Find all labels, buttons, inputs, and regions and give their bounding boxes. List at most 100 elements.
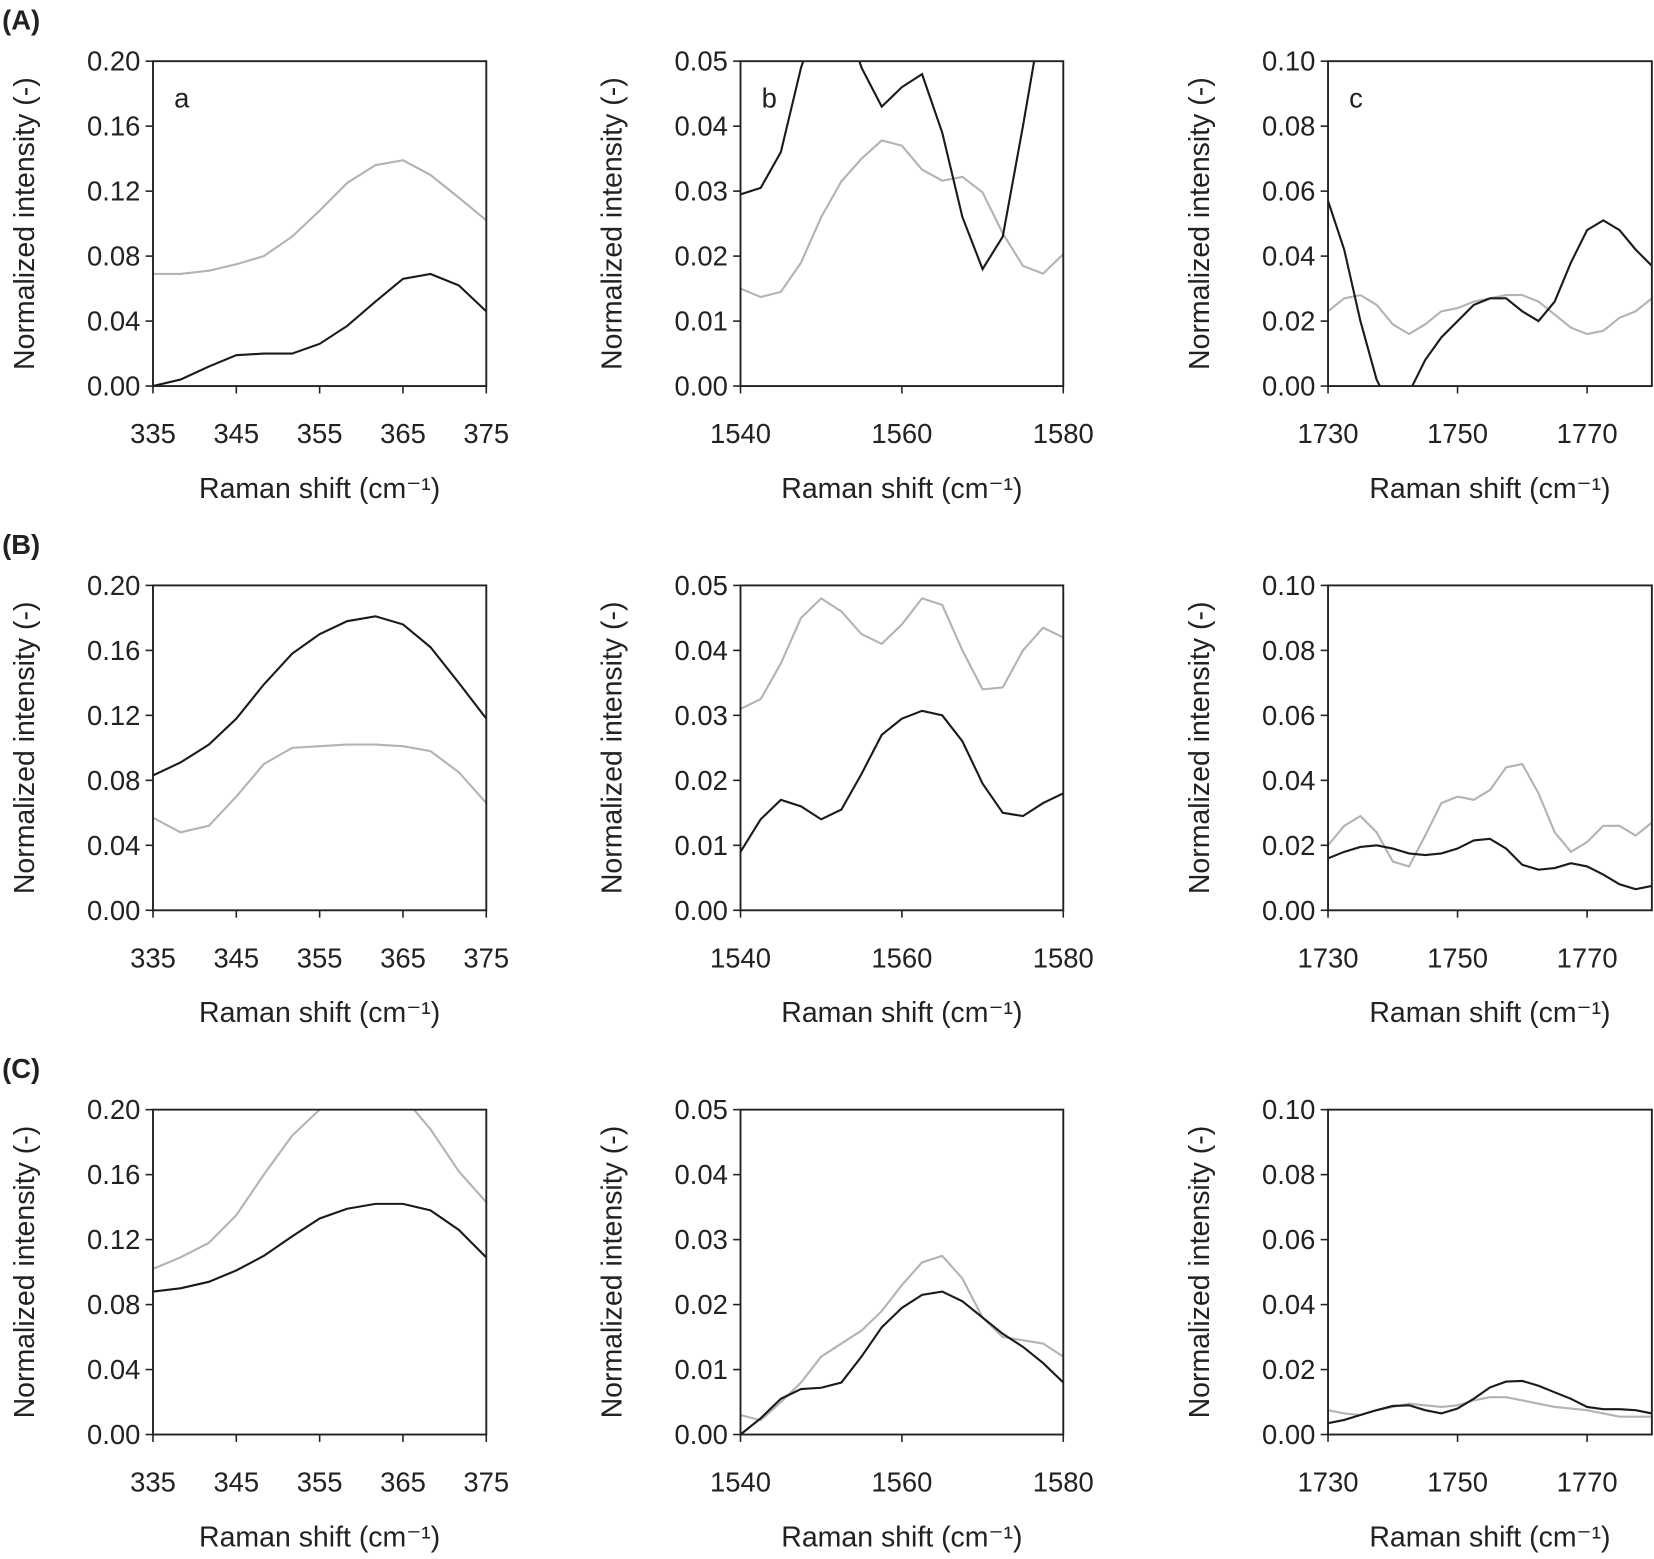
x-tick-label: 1770	[1557, 1466, 1618, 1497]
x-tick-label: 355	[297, 418, 343, 449]
x-tick-label: 1560	[871, 418, 932, 449]
x-tick-label: 335	[130, 418, 176, 449]
y-tick-label: 0.01	[675, 306, 728, 337]
y-tick-label: 0.01	[675, 830, 728, 861]
y-tick-label: 0.16	[87, 635, 140, 666]
x-tick-label: 1730	[1298, 1466, 1359, 1497]
row-label: (A)	[2, 5, 40, 36]
x-tick-label: 345	[213, 942, 259, 973]
x-tick-label: 345	[213, 418, 259, 449]
y-tick-label: 0.02	[675, 1289, 728, 1320]
y-tick-label: 0.02	[1262, 830, 1315, 861]
x-tick-label: 1560	[871, 942, 932, 973]
series-line	[152, 272, 487, 387]
x-axis-label: Raman shift (cm⁻¹)	[199, 997, 440, 1029]
plot-frame	[1327, 584, 1653, 912]
y-tick-label: 0.00	[1262, 1419, 1315, 1450]
plot-frame	[739, 584, 1065, 912]
y-tick-label: 0.12	[87, 176, 140, 207]
x-tick-label: 1730	[1298, 942, 1359, 973]
y-axis-label: Normalized intensity (-)	[9, 77, 41, 370]
y-tick-label: 0.04	[1262, 241, 1315, 272]
y-tick-label: 0.12	[87, 700, 140, 731]
y-tick-label: 0.04	[1262, 1289, 1315, 1320]
panel-letter: c	[1349, 83, 1363, 114]
y-tick-label: 0.10	[1262, 570, 1315, 601]
x-tick-label: 1560	[871, 1466, 932, 1497]
x-tick-label: 1540	[710, 418, 771, 449]
x-tick-label: 335	[130, 942, 176, 973]
plot-frame	[152, 60, 488, 388]
x-axis-label: Raman shift (cm⁻¹)	[781, 1521, 1022, 1553]
y-tick-label: 0.20	[87, 46, 140, 77]
x-tick-label: 1540	[710, 942, 771, 973]
y-tick-label: 0.00	[1262, 895, 1315, 926]
y-tick-label: 0.02	[675, 241, 728, 272]
plot-frame	[739, 60, 1065, 388]
row-label: (B)	[2, 529, 40, 560]
y-axis-label: Normalized intensity (-)	[596, 602, 628, 895]
x-tick-label: 1750	[1427, 1466, 1488, 1497]
y-tick-label: 0.00	[675, 1419, 728, 1450]
y-tick-label: 0.05	[675, 1094, 728, 1125]
x-tick-label: 365	[380, 942, 426, 973]
series-line	[152, 1109, 487, 1270]
x-axis-label: Raman shift (cm⁻¹)	[1369, 473, 1610, 505]
y-axis-label: Normalized intensity (-)	[1184, 1126, 1216, 1419]
y-axis-label: Normalized intensity (-)	[596, 77, 628, 370]
y-axis-label: Normalized intensity (-)	[596, 1126, 628, 1419]
x-tick-label: 375	[463, 418, 509, 449]
panel-letter: a	[174, 83, 190, 114]
x-tick-label: 1770	[1557, 942, 1618, 973]
series-line	[152, 615, 487, 777]
y-tick-label: 0.02	[1262, 306, 1315, 337]
x-tick-label: 335	[130, 1466, 176, 1497]
x-tick-label: 1770	[1557, 418, 1618, 449]
series-line	[1328, 1379, 1652, 1425]
x-tick-label: 355	[297, 1466, 343, 1497]
series-line	[740, 139, 1064, 299]
x-tick-label: 1730	[1298, 418, 1359, 449]
series-line	[740, 709, 1064, 853]
y-tick-label: 0.00	[675, 895, 728, 926]
y-tick-label: 0.02	[1262, 1354, 1315, 1385]
plot-frame	[739, 1108, 1065, 1436]
series-line	[1328, 762, 1652, 868]
y-tick-label: 0.03	[675, 176, 728, 207]
series-line	[1328, 200, 1652, 387]
panel-letter: b	[762, 83, 777, 114]
x-tick-label: 365	[380, 418, 426, 449]
y-tick-label: 0.04	[87, 306, 140, 337]
plot-frame	[152, 584, 488, 912]
y-tick-label: 0.16	[87, 1159, 140, 1190]
series-line	[1328, 1396, 1652, 1418]
x-axis-label: Raman shift (cm⁻¹)	[199, 1521, 440, 1553]
x-tick-label: 1580	[1033, 942, 1094, 973]
y-tick-label: 0.01	[675, 1354, 728, 1385]
y-tick-label: 0.00	[87, 895, 140, 926]
series-line	[740, 1290, 1064, 1435]
x-tick-label: 1540	[710, 1466, 771, 1497]
y-tick-label: 0.04	[1262, 765, 1315, 796]
series-line	[152, 743, 487, 834]
row-label: (C)	[2, 1053, 40, 1084]
y-tick-label: 0.20	[87, 570, 140, 601]
y-tick-label: 0.00	[675, 371, 728, 402]
plot-frame	[1327, 60, 1653, 388]
x-axis-label: Raman shift (cm⁻¹)	[199, 473, 440, 505]
plot-frame	[152, 1108, 488, 1436]
y-tick-label: 0.16	[87, 111, 140, 142]
y-tick-label: 0.08	[87, 241, 140, 272]
y-tick-label: 0.08	[1262, 111, 1315, 142]
y-tick-label: 0.04	[675, 1159, 728, 1190]
y-tick-label: 0.02	[675, 765, 728, 796]
y-tick-label: 0.08	[1262, 635, 1315, 666]
x-axis-label: Raman shift (cm⁻¹)	[781, 473, 1022, 505]
y-tick-label: 0.04	[675, 111, 728, 142]
plot-frame	[1327, 1108, 1653, 1436]
y-tick-label: 0.04	[87, 1354, 140, 1385]
y-tick-label: 0.20	[87, 1094, 140, 1125]
y-tick-label: 0.00	[1262, 371, 1315, 402]
